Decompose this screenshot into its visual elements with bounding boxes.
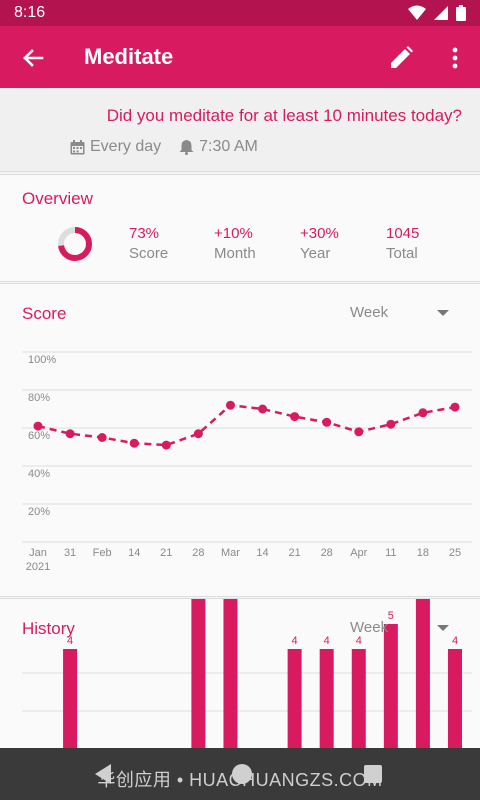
stat-label: Month (214, 245, 256, 262)
stat-total: 1045 Total (386, 225, 456, 262)
stat-year: +30% Year (300, 225, 370, 262)
stat-value: 73% (129, 225, 160, 242)
app-bar: Meditate (0, 26, 480, 88)
score-point (65, 429, 75, 439)
score-line (37, 403, 456, 447)
habit-summary: Did you meditate for at least 10 minutes… (0, 88, 480, 172)
bar-data-label: 4 (292, 635, 298, 647)
status-icons (408, 5, 466, 21)
period-label: Week (350, 304, 389, 321)
nav-bar: 华创应用 • HUACHUANGZS.COM (0, 748, 480, 800)
frequency-label: Every day (90, 138, 162, 155)
bar-data-label: 5 (388, 610, 394, 622)
score-point (33, 421, 43, 431)
period-label: Week (350, 619, 389, 636)
x-tick-label: 11 (385, 547, 396, 559)
wifi-icon (408, 5, 426, 20)
stat-label: Total (386, 245, 418, 262)
chevron-down-icon (437, 310, 449, 316)
x-tick-label: 25 (449, 547, 461, 559)
habit-meta: Every day 7:30 AM (70, 138, 258, 156)
stat-month: +10% Month (214, 225, 284, 262)
watermark: 华创应用 • HUACHUANGZS.COM (97, 770, 383, 790)
stat-label: Year (300, 245, 331, 262)
score-title: Score (22, 304, 67, 323)
score-point (129, 438, 139, 448)
status-bar: 8:16 (0, 0, 480, 26)
x-tick-label: 21 (160, 547, 172, 559)
habit-question: Did you meditate for at least 10 minutes… (106, 106, 462, 125)
score-point (225, 400, 235, 410)
arrow-back-icon (23, 49, 44, 67)
bar-data-label: 4 (67, 635, 73, 647)
y-tick-label: 20% (28, 506, 50, 518)
chevron-down-icon (437, 625, 449, 631)
x-tick-label: 28 (321, 547, 333, 559)
score-chart: 100% 80% 60% 40% 20% Jan 2021 31 Feb 14 21 28 Mar 14 2… (22, 351, 472, 573)
page-title: Meditate (84, 44, 174, 69)
score-point (450, 402, 460, 412)
status-time: 8:16 (14, 4, 46, 21)
score-point (193, 429, 203, 439)
history-period-select[interactable]: Week (350, 619, 460, 641)
bar-data-label: 4 (452, 635, 458, 647)
overview-title: Overview (22, 189, 93, 208)
nav-recents-icon[interactable] (364, 765, 382, 783)
stat-value: +10% (214, 225, 253, 242)
nav-home-icon[interactable] (232, 764, 252, 784)
more-vert-icon (452, 47, 458, 69)
signal-icon (434, 6, 448, 20)
history-title: History (22, 619, 75, 638)
x-tick-label: 14 (128, 547, 140, 559)
back-button[interactable] (18, 43, 48, 73)
score-point (418, 408, 428, 418)
reminder-time: 7:30 AM (199, 138, 258, 155)
x-tick-label: 28 (192, 547, 204, 559)
x-tick-label: 31 (64, 547, 76, 559)
y-tick-label: 100% (28, 354, 56, 366)
more-options-button[interactable] (440, 43, 470, 73)
score-point (354, 427, 364, 437)
x-tick-label: Apr (350, 547, 367, 559)
score-point (97, 433, 107, 442)
x-tick-label: Jan (29, 547, 47, 559)
score-period-select[interactable]: Week (350, 304, 460, 326)
nav-back-icon[interactable] (95, 764, 111, 784)
y-tick-label: 40% (28, 468, 50, 480)
x-tick-label: Mar (221, 547, 240, 559)
calendar-icon (70, 139, 85, 154)
reminder: 7:30 AM (179, 138, 258, 156)
score-ring (58, 227, 92, 261)
score-card: 100% 80% 60% 40% 20% Jan 2021 31 Feb 14 21 28 Mar 14 2… (0, 283, 480, 597)
score-point (386, 419, 396, 429)
bar-data-label: 4 (356, 635, 362, 647)
y-tick-label: 80% (28, 392, 50, 404)
score-point (161, 440, 171, 450)
stat-score: 73% Score (129, 225, 199, 262)
score-point (290, 412, 300, 422)
x-tick-label: 18 (417, 547, 429, 559)
score-point (258, 404, 268, 414)
stat-label: Score (129, 245, 169, 262)
stat-value: +30% (300, 225, 339, 242)
score-point (322, 417, 332, 427)
y-tick-label: 60% (28, 430, 50, 442)
x-tick-label: 21 (288, 547, 300, 559)
frequency: Every day (70, 138, 161, 156)
edit-button[interactable] (386, 43, 416, 73)
overview-card: Overview 73% Score +10% Month +30% Year … (0, 174, 480, 282)
x-tick-label: 14 (256, 547, 268, 559)
x-tick-label: Feb (93, 547, 112, 559)
battery-icon (456, 5, 466, 21)
pencil-icon (391, 46, 413, 68)
bar-data-label: 4 (324, 635, 330, 647)
bell-icon (179, 140, 194, 155)
x-tick-sublabel: 2021 (26, 561, 50, 573)
stat-value: 1045 (386, 225, 420, 242)
